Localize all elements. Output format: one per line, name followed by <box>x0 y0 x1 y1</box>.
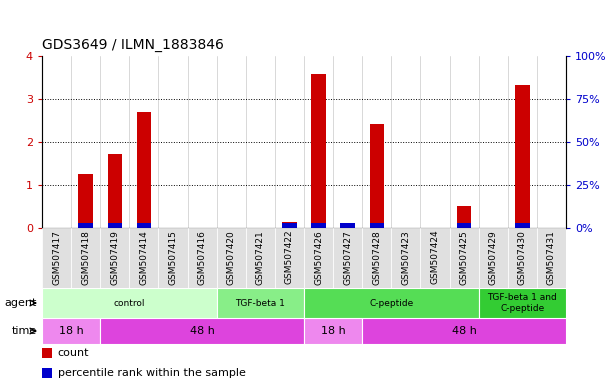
Text: GSM507426: GSM507426 <box>314 230 323 285</box>
Bar <box>158 228 188 288</box>
Bar <box>311 74 326 228</box>
Text: GSM507419: GSM507419 <box>110 230 119 285</box>
Text: count: count <box>57 348 89 358</box>
Bar <box>108 223 122 228</box>
Bar <box>108 154 122 228</box>
Bar <box>370 223 384 228</box>
Text: control: control <box>114 298 145 308</box>
Bar <box>515 223 530 228</box>
Bar <box>370 124 384 228</box>
Bar <box>275 228 304 288</box>
Bar <box>71 228 100 288</box>
Bar <box>420 228 450 288</box>
Bar <box>537 228 566 288</box>
Text: GSM507423: GSM507423 <box>401 230 411 285</box>
Text: GSM507421: GSM507421 <box>256 230 265 285</box>
Text: GDS3649 / ILMN_1883846: GDS3649 / ILMN_1883846 <box>42 38 224 52</box>
Bar <box>42 318 100 344</box>
Bar <box>130 228 158 288</box>
Bar <box>137 112 151 228</box>
Bar <box>304 318 362 344</box>
Bar <box>508 228 537 288</box>
Bar <box>457 206 472 228</box>
Text: 18 h: 18 h <box>321 326 345 336</box>
Text: C-peptide: C-peptide <box>369 298 414 308</box>
Text: GSM507427: GSM507427 <box>343 230 352 285</box>
Text: GSM507415: GSM507415 <box>169 230 178 285</box>
Bar <box>217 228 246 288</box>
Text: GSM507414: GSM507414 <box>139 230 148 285</box>
Bar <box>100 228 130 288</box>
Text: GSM507425: GSM507425 <box>459 230 469 285</box>
Text: agent: agent <box>5 298 37 308</box>
Text: GSM507431: GSM507431 <box>547 230 556 285</box>
Bar <box>450 228 478 288</box>
Bar <box>362 228 391 288</box>
Text: GSM507430: GSM507430 <box>518 230 527 285</box>
Bar <box>304 288 478 318</box>
Bar <box>515 85 530 228</box>
Bar <box>42 288 217 318</box>
Text: 18 h: 18 h <box>59 326 84 336</box>
Text: 48 h: 48 h <box>452 326 477 336</box>
Text: GSM507424: GSM507424 <box>431 230 439 285</box>
Bar <box>391 228 420 288</box>
Bar <box>340 223 355 228</box>
Bar <box>42 348 53 358</box>
Text: percentile rank within the sample: percentile rank within the sample <box>57 368 246 378</box>
Text: GSM507428: GSM507428 <box>372 230 381 285</box>
Text: 48 h: 48 h <box>189 326 214 336</box>
Bar <box>478 228 508 288</box>
Text: GSM507422: GSM507422 <box>285 230 294 285</box>
Bar <box>333 228 362 288</box>
Text: GSM507418: GSM507418 <box>81 230 90 285</box>
Bar <box>42 228 71 288</box>
Bar <box>78 223 93 228</box>
Bar <box>311 223 326 228</box>
Bar <box>78 174 93 228</box>
Bar <box>137 223 151 228</box>
Bar <box>246 228 275 288</box>
Bar <box>42 367 53 378</box>
Text: GSM507429: GSM507429 <box>489 230 498 285</box>
Text: time: time <box>12 326 37 336</box>
Bar <box>100 318 304 344</box>
Text: GSM507417: GSM507417 <box>52 230 61 285</box>
Text: TGF-beta 1 and
C-peptide: TGF-beta 1 and C-peptide <box>488 293 557 313</box>
Bar <box>457 223 472 228</box>
Bar <box>282 223 297 228</box>
Bar <box>340 223 355 228</box>
Bar <box>188 228 217 288</box>
Bar <box>282 222 297 228</box>
Bar <box>362 318 566 344</box>
Bar <box>217 288 304 318</box>
Bar <box>478 288 566 318</box>
Bar <box>304 228 333 288</box>
Text: GSM507416: GSM507416 <box>197 230 207 285</box>
Text: GSM507420: GSM507420 <box>227 230 236 285</box>
Text: TGF-beta 1: TGF-beta 1 <box>235 298 285 308</box>
